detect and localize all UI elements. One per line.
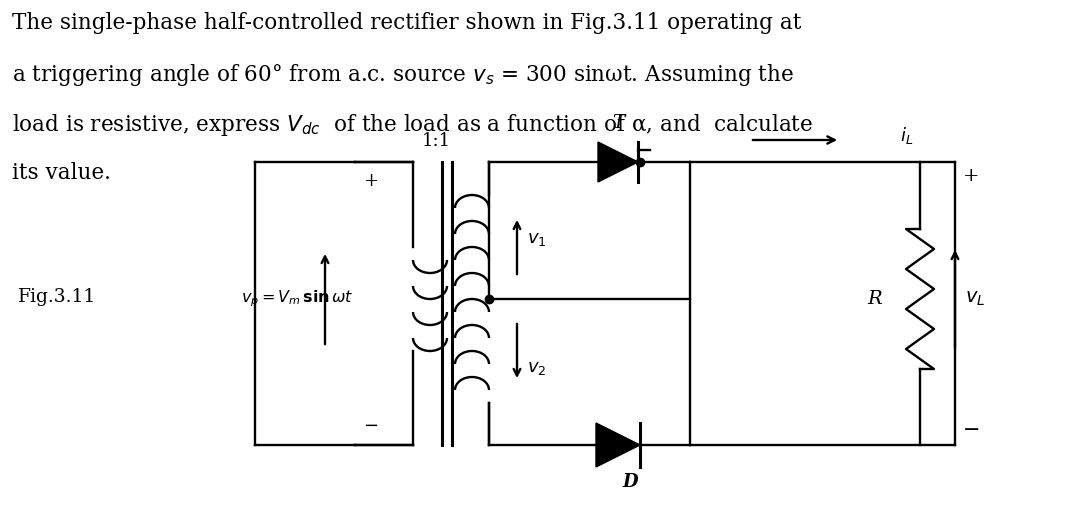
Text: +: + <box>363 172 378 190</box>
Text: a triggering angle of 60° from a.c. source $v_s$ = 300 sinωt. Assuming the: a triggering angle of 60° from a.c. sour… <box>12 62 794 88</box>
Text: 1:1: 1:1 <box>421 132 450 150</box>
Polygon shape <box>596 423 640 467</box>
Text: D: D <box>622 473 638 491</box>
Text: $v_p = V_m\,\mathbf{sin}\,\omega t$: $v_p = V_m\,\mathbf{sin}\,\omega t$ <box>241 288 353 309</box>
Text: $v_L$: $v_L$ <box>966 290 985 308</box>
Text: The single-phase half-controlled rectifier shown in Fig.3.11 operating at: The single-phase half-controlled rectifi… <box>12 12 801 34</box>
Text: +: + <box>963 167 980 185</box>
Text: its value.: its value. <box>12 162 111 184</box>
Text: −: − <box>363 417 378 435</box>
Text: −: − <box>963 421 981 440</box>
Text: Fig.3.11: Fig.3.11 <box>18 288 96 306</box>
Text: $v_2$: $v_2$ <box>527 359 546 377</box>
Text: T: T <box>612 114 624 132</box>
Text: load is resistive, express $V_{dc}$  of the load as a function of α, and  calcul: load is resistive, express $V_{dc}$ of t… <box>12 112 813 138</box>
Polygon shape <box>598 142 638 182</box>
Text: $v_1$: $v_1$ <box>527 230 546 248</box>
Text: R: R <box>867 290 882 308</box>
Text: $i_L$: $i_L$ <box>900 126 914 146</box>
